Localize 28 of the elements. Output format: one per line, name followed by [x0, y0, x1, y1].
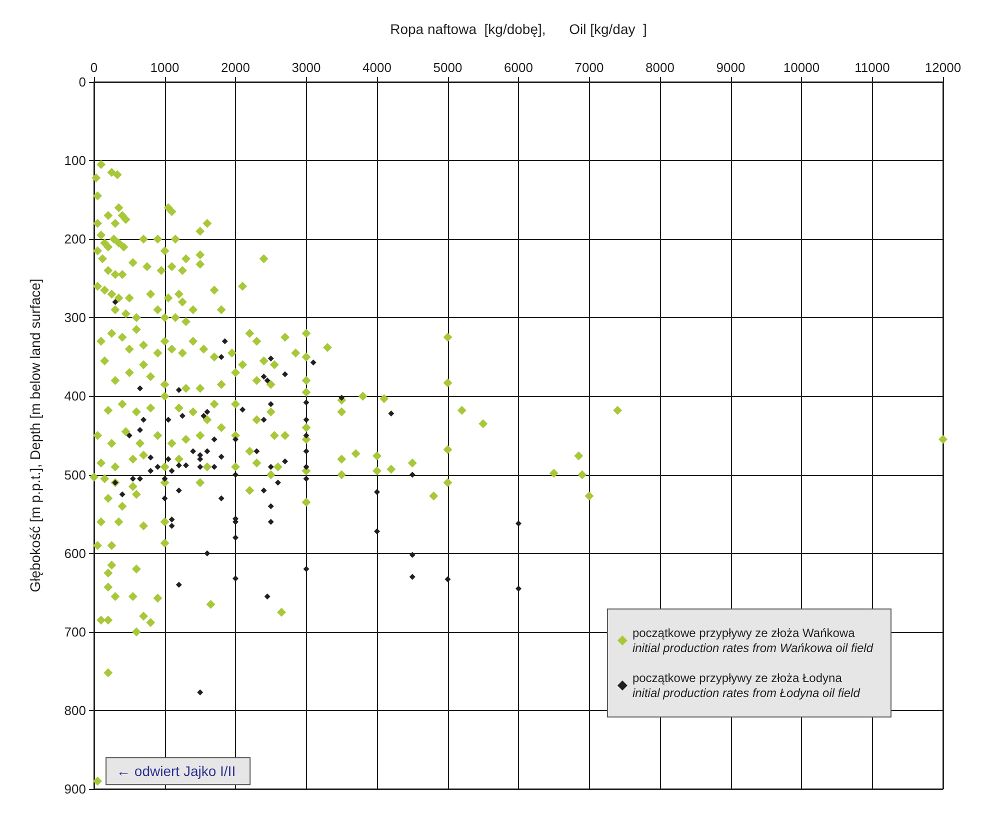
x-tick-label: 0 — [90, 60, 98, 75]
annotation: ← odwiert Jajko I/II — [116, 763, 236, 780]
x-tick-label: 4000 — [362, 60, 392, 75]
y-axis-title: Głębokość [m p.p.t.], Depth [m below land surface] — [27, 278, 43, 592]
y-tick-label: 600 — [64, 546, 86, 561]
x-tick-label: 3000 — [292, 60, 321, 75]
x-tick-label: 12000 — [924, 60, 962, 75]
x-tick-label: 10000 — [783, 60, 820, 75]
y-tick-label: 500 — [64, 467, 86, 482]
x-tick-label: 6000 — [504, 60, 533, 75]
y-tick-label: 400 — [64, 388, 86, 404]
x-tick-label: 7000 — [574, 60, 604, 75]
y-tick-label: 700 — [64, 624, 86, 640]
x-tick-label: 8000 — [646, 60, 674, 75]
x-axis-title: Ropa naftowa [kg/dobę], Oil [kg/day ] — [390, 21, 647, 37]
x-tick-label: 11000 — [854, 60, 890, 75]
y-tick-label: 300 — [64, 310, 86, 326]
x-tick-label: 5000 — [433, 60, 462, 75]
y-tick-label: 200 — [64, 232, 86, 247]
y-tick-label: 900 — [64, 782, 86, 796]
x-tick-label: 1000 — [150, 60, 180, 75]
y-tick-label: 800 — [64, 702, 86, 718]
y-tick-label: 100 — [64, 153, 86, 168]
legend-label: początkowe przypływy ze złoża Wańkowa initial production rates from Wańkowa oil field — [632, 626, 874, 655]
x-tick-label: 9000 — [716, 60, 746, 75]
x-tick-label: 2000 — [221, 60, 250, 75]
y-tick-label: 0 — [78, 74, 86, 90]
legend-label: początkowe przypływy ze złoża Łodyna initial production rates from Łodyna oil field — [632, 671, 860, 700]
